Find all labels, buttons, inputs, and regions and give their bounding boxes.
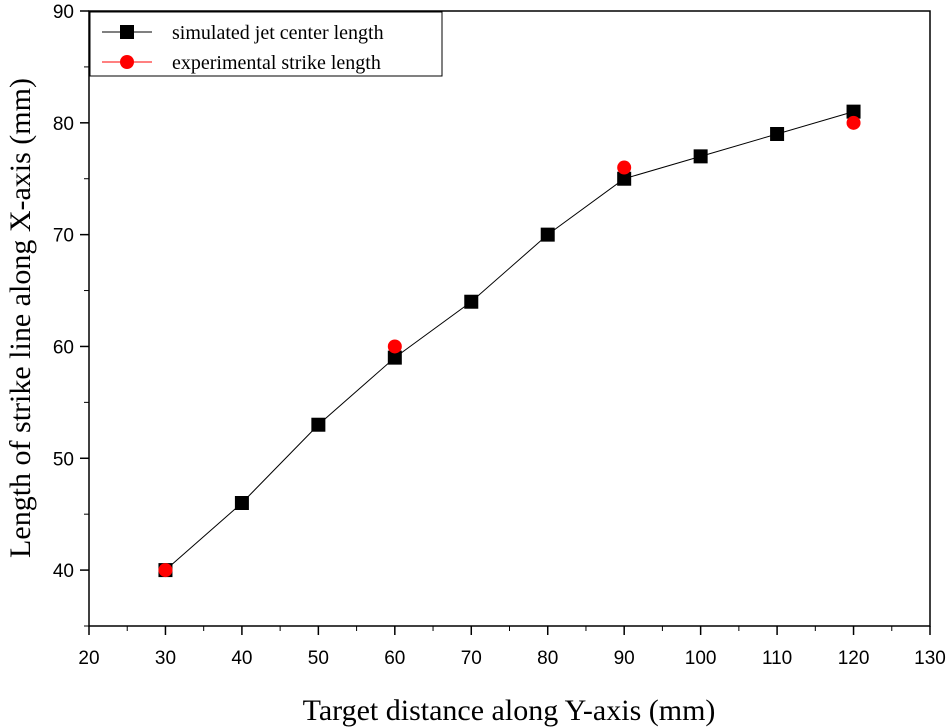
x-tick-label-20: 20	[78, 648, 99, 669]
x-tick-label-80: 80	[537, 648, 558, 669]
y-tick-label-70: 70	[53, 226, 74, 247]
x-tick-label-70: 70	[461, 648, 482, 669]
data-point-simulated	[387, 350, 402, 365]
x-tick-label-120: 120	[838, 648, 870, 669]
x-tick-label-30: 30	[155, 648, 176, 669]
y-tick-label-80: 80	[53, 114, 74, 135]
series-experimental	[158, 115, 861, 578]
series-simulated	[158, 104, 861, 578]
legend: simulated jet center length experimental…	[89, 11, 443, 77]
y-tick-label-90: 90	[53, 2, 74, 23]
legend-marker-simulated	[120, 25, 134, 39]
data-point-experimental	[387, 339, 402, 354]
legend-label-experimental: experimental strike length	[172, 52, 381, 74]
axes: 20 30 40 50 60 70 80 90 100 110 120 130 40 50 60 70 80 90	[53, 2, 946, 669]
data-point-experimental	[617, 160, 632, 175]
series-group	[158, 104, 861, 578]
data-point-simulated	[770, 127, 785, 141]
data-point-experimental	[846, 115, 861, 130]
y-tick-label-50: 50	[53, 449, 74, 470]
y-tick-label-40: 40	[53, 561, 74, 582]
data-point-experimental	[158, 563, 173, 578]
legend-box	[89, 11, 443, 77]
data-point-simulated	[311, 417, 326, 432]
data-point-simulated	[846, 104, 861, 119]
legend-marker-experimental	[120, 55, 134, 69]
x-tick-label-100: 100	[685, 648, 717, 669]
y-axis-title: Length of strike line along X-axis (mm)	[4, 78, 37, 558]
x-tick-label-90: 90	[614, 648, 635, 669]
legend-label-simulated: simulated jet center length	[172, 22, 384, 44]
data-point-simulated	[617, 171, 632, 186]
x-tick-label-50: 50	[308, 648, 329, 669]
data-point-simulated	[540, 227, 555, 242]
series-line-simulated	[165, 111, 854, 571]
x-axis-title: Target distance along Y-axis (mm)	[303, 694, 716, 727]
x-tick-label-110: 110	[762, 648, 792, 669]
data-point-simulated	[234, 496, 249, 510]
plot-frame	[88, 10, 931, 627]
data-point-simulated	[464, 294, 479, 309]
minor-ticks	[84, 66, 893, 631]
x-tick-label-60: 60	[384, 648, 405, 669]
x-tick-label-40: 40	[231, 648, 252, 669]
x-tick-label-130: 130	[914, 648, 946, 669]
data-point-simulated	[693, 149, 708, 164]
y-tick-label-60: 60	[53, 337, 74, 358]
